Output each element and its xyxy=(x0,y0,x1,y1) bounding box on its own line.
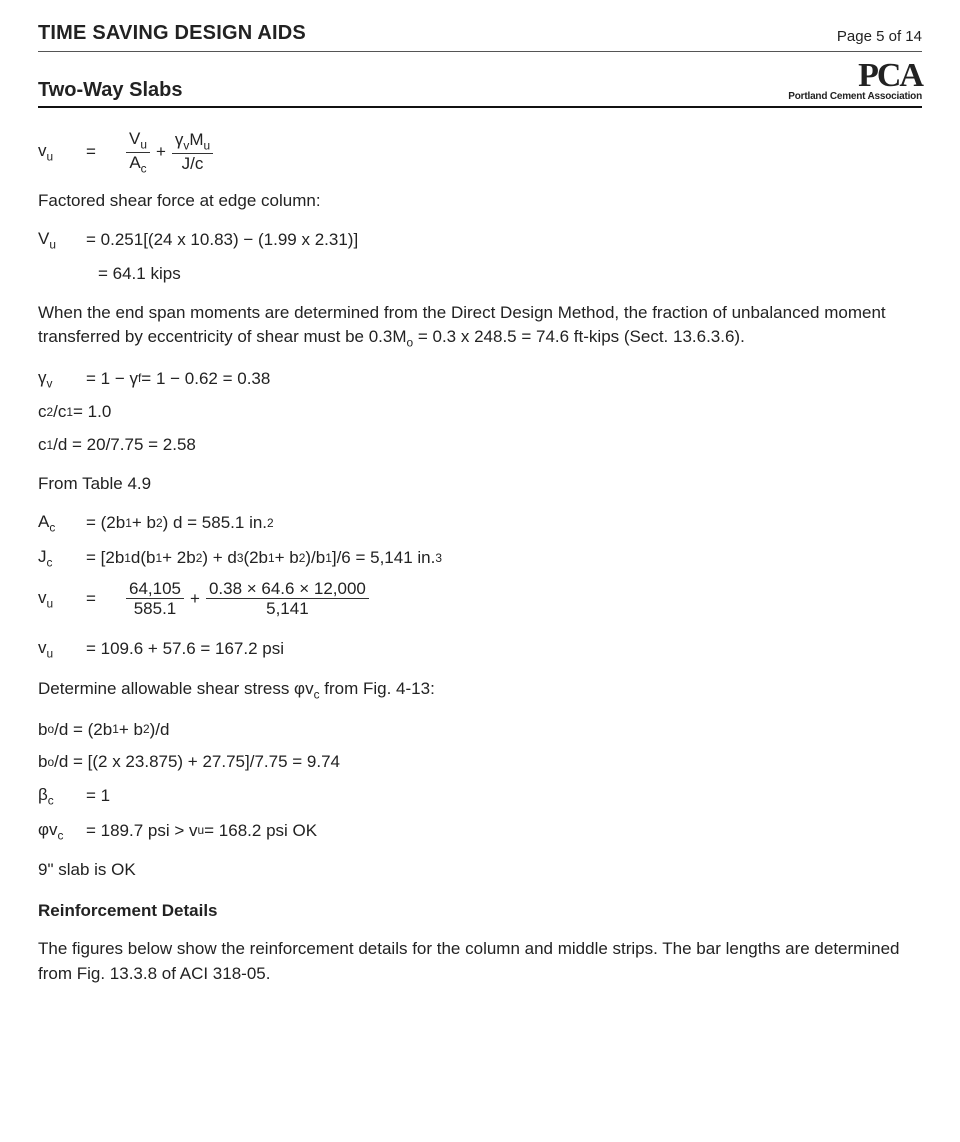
line-phivc: φvc = 189.7 psi > vu = 168.2 psi OK xyxy=(38,818,922,845)
page: TIME SAVING DESIGN AIDS Page 5 of 14 Two… xyxy=(0,0,960,1041)
determine-allowable: Determine allowable shear stress φvc fro… xyxy=(38,677,922,704)
line-Jc: Jc = [2b1d(b1 + 2b2) + d3(2b1 + b2)/b1]/… xyxy=(38,545,922,572)
label-factored: Factored shear force at edge column: xyxy=(38,189,922,214)
line-bod-val: bo /d = [(2 x 23.875) + 27.75]/7.75 = 9.… xyxy=(38,750,922,775)
logo-pca: PCA xyxy=(788,60,922,92)
content: vu = Vu Ac + γvMu J/c Factored shear for… xyxy=(38,130,922,987)
line-bod-expr: bo /d = (2b1 + b2)/d xyxy=(38,718,922,743)
equals: = xyxy=(86,140,124,165)
formula-vu-stress: vu = Vu Ac + γvMu J/c xyxy=(38,130,922,175)
title-sub: Two-Way Slabs xyxy=(38,79,182,102)
from-table: From Table 4.9 xyxy=(38,472,922,497)
frac-gvMu-Jc: γvMu J/c xyxy=(172,131,213,173)
line-Ac: Ac = (2b1 + b2) d = 585.1 in.2 xyxy=(38,510,922,537)
line-vu-result: vu = 109.6 + 57.6 = 167.2 psi xyxy=(38,636,922,663)
line-Vu-expr: Vu = 0.251[(24 x 10.83) − (1.99 x 2.31)] xyxy=(38,227,922,254)
line-gamma-v: γv = 1 − γf = 1 − 0.62 = 0.38 xyxy=(38,366,922,393)
page-number: Page 5 of 14 xyxy=(837,28,922,45)
line-vu-calc: vu = 64,105 585.1 + 0.38 × 64.6 × 12,000… xyxy=(38,580,922,619)
heading-reinforcement: Reinforcement Details xyxy=(38,899,922,924)
line-c1d: c1 /d = 20/7.75 = 2.58 xyxy=(38,433,922,458)
logo-tag: Portland Cement Association xyxy=(788,92,922,102)
header: TIME SAVING DESIGN AIDS Page 5 of 14 Two… xyxy=(38,22,922,108)
frac-Vu-Ac: Vu Ac xyxy=(126,130,150,175)
slab-ok: 9" slab is OK xyxy=(38,858,922,883)
rule-thick xyxy=(38,106,922,108)
line-c2c1: c2 /c1 = 1.0 xyxy=(38,400,922,425)
para-reinforcement: The figures below show the reinforcement… xyxy=(38,937,922,986)
header-sub: Two-Way Slabs PCA Portland Cement Associ… xyxy=(38,60,922,102)
line-betac: βc = 1 xyxy=(38,783,922,810)
paragraph-moment: When the end span moments are determined… xyxy=(38,301,922,352)
plus: + xyxy=(152,140,170,165)
line-Vu-val: = 64.1 kips xyxy=(98,262,922,287)
header-top: TIME SAVING DESIGN AIDS Page 5 of 14 xyxy=(38,22,922,45)
sym-vu: vu xyxy=(38,139,86,166)
rule-thin xyxy=(38,51,922,52)
logo-block: PCA Portland Cement Association xyxy=(788,60,922,102)
title-main: TIME SAVING DESIGN AIDS xyxy=(38,22,306,45)
